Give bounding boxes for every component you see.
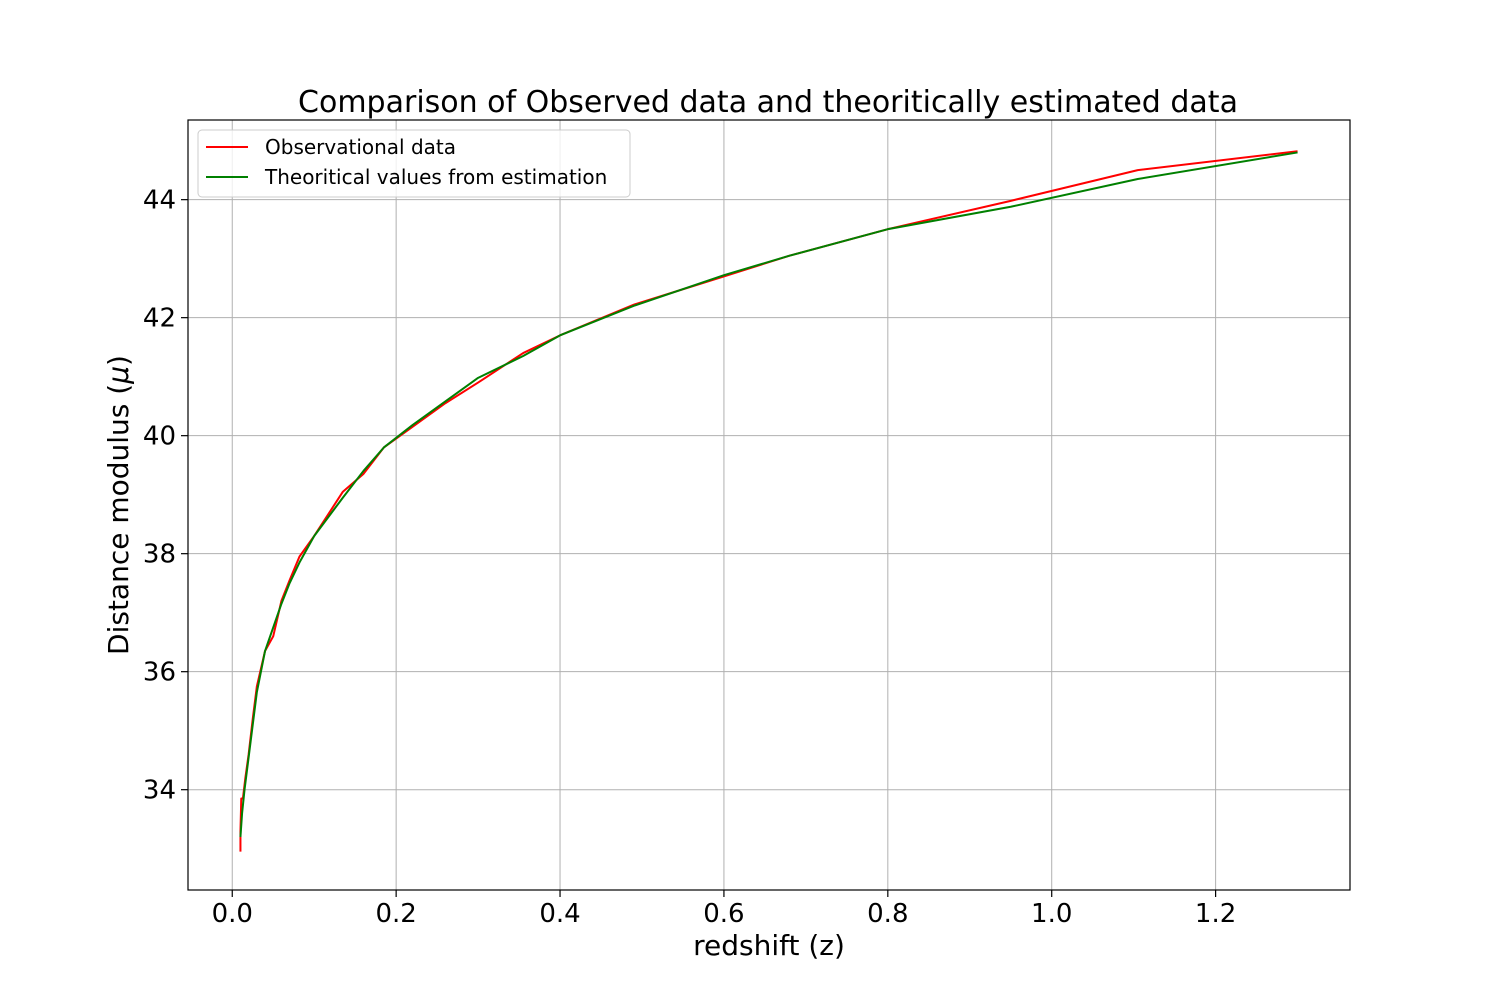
y-axis-label-close: )	[102, 355, 135, 366]
plot-frame	[187, 119, 1351, 891]
legend: Observational data Theoritical values fr…	[197, 129, 631, 198]
y-tick-label: 34	[143, 776, 176, 806]
legend-label-theoretical: Theoritical values from estimation	[264, 165, 607, 189]
x-axis-label: redshift (z)	[693, 929, 845, 962]
series-group	[239, 150, 1298, 852]
y-axis-ticks: 34 36 38 40 42 44	[143, 186, 188, 806]
series-line-theoretical	[239, 151, 1298, 837]
y-axis-label: Distance modulus (μ)	[102, 355, 135, 655]
legend-label-observational: Observational data	[265, 135, 456, 159]
x-axis-ticks: 0.0 0.2 0.4 0.6 0.8 1.0 1.2	[212, 890, 1236, 929]
x-tick-label: 0.0	[212, 899, 253, 929]
x-tick-label: 0.4	[539, 899, 580, 929]
x-tick-label: 0.8	[867, 899, 908, 929]
y-tick-label: 44	[143, 186, 176, 216]
y-tick-label: 42	[143, 304, 176, 334]
x-tick-label: 1.0	[1031, 899, 1072, 929]
series-line-observational	[239, 150, 1298, 852]
y-tick-label: 36	[143, 658, 176, 688]
y-tick-label: 38	[143, 540, 176, 570]
legend-box	[197, 129, 631, 198]
x-tick-label: 0.6	[703, 899, 744, 929]
y-axis-label-text: Distance modulus (	[102, 384, 135, 655]
y-tick-label: 40	[143, 422, 176, 452]
grid	[188, 120, 1350, 890]
x-tick-label: 0.2	[375, 899, 416, 929]
chart-title: Comparison of Observed data and theoriti…	[298, 85, 1238, 120]
x-tick-label: 1.2	[1195, 899, 1236, 929]
y-axis-label-symbol: μ	[102, 366, 135, 385]
